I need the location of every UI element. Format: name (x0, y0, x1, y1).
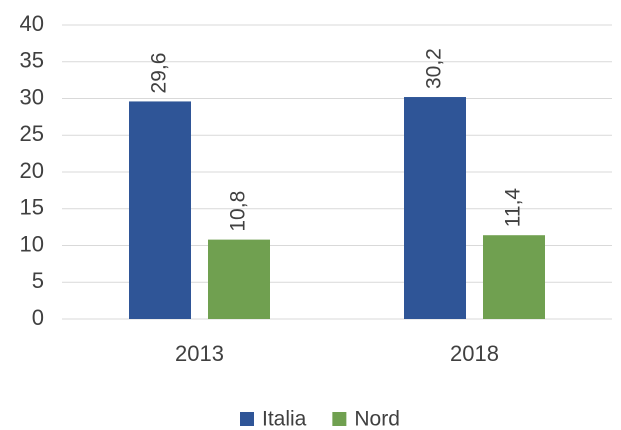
bar (129, 101, 191, 319)
y-tick-label: 15 (20, 195, 44, 220)
bar (404, 97, 466, 319)
data-label: 29,6 (148, 53, 171, 94)
y-tick-label: 20 (20, 158, 44, 183)
legend-swatch (332, 412, 347, 426)
y-tick-label: 30 (20, 84, 44, 109)
data-label: 11,4 (502, 188, 525, 228)
y-tick-label: 10 (20, 231, 44, 256)
legend-swatch (240, 412, 254, 426)
bar (208, 239, 270, 319)
bar (483, 235, 545, 319)
y-tick-label: 40 (20, 11, 44, 36)
y-tick-label: 5 (32, 268, 44, 293)
y-tick-label: 35 (20, 48, 44, 73)
data-label: 10,8 (227, 191, 250, 232)
legend-label: Nord (354, 408, 400, 430)
legend-label: Italia (262, 408, 307, 430)
y-tick-label: 25 (20, 121, 44, 146)
x-tick-label: 2013 (175, 341, 224, 366)
y-tick-label: 0 (32, 305, 44, 330)
data-label: 30,2 (423, 48, 446, 89)
x-tick-label: 2018 (450, 341, 499, 366)
